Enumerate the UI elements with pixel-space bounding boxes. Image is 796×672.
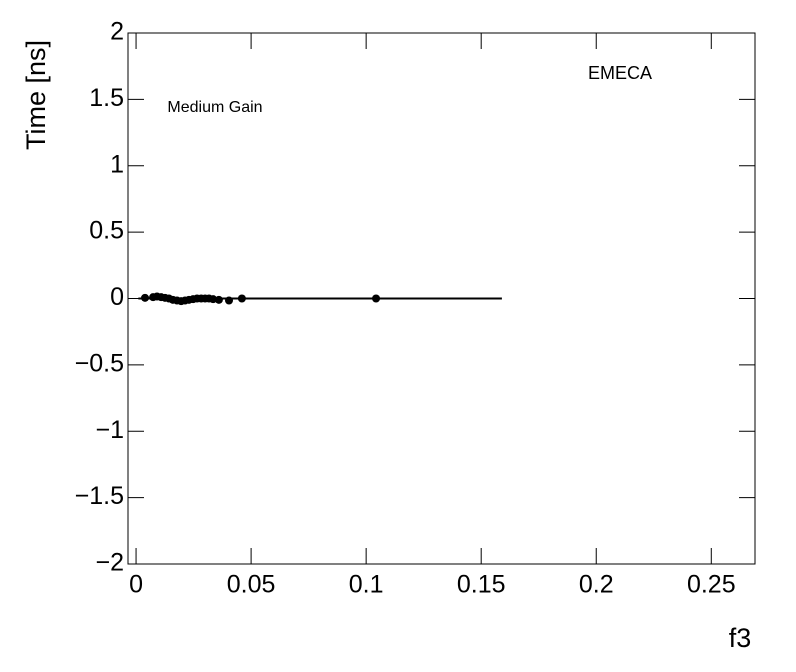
- data-point: [214, 295, 223, 304]
- y-tick-label: 2: [110, 18, 124, 46]
- y-tick-label: 1: [110, 150, 124, 178]
- y-tick-label: −1: [95, 416, 124, 444]
- x-tick-label: 0.1: [349, 571, 384, 599]
- x-axis-label: f3: [729, 623, 752, 653]
- data-point: [141, 293, 150, 302]
- x-tick-label: 0.25: [687, 571, 736, 599]
- y-tick-label: 0.5: [89, 217, 124, 245]
- annotation: EMECA: [588, 63, 652, 83]
- data-point: [372, 294, 381, 303]
- x-tick-label: 0.2: [579, 571, 614, 599]
- data-point: [225, 296, 234, 305]
- annotation: Medium Gain: [167, 99, 262, 116]
- y-axis-label: Time [ns]: [21, 40, 51, 150]
- y-tick-label: 0: [110, 283, 124, 311]
- y-tick-label: −1.5: [75, 482, 124, 510]
- x-tick-label: 0.05: [227, 571, 276, 599]
- y-tick-label: −0.5: [75, 349, 124, 377]
- data-point: [237, 294, 246, 303]
- y-tick-label: −2: [95, 549, 124, 577]
- y-tick-label: 1.5: [89, 84, 124, 112]
- x-tick-label: 0: [129, 571, 143, 599]
- x-tick-label: 0.15: [457, 571, 506, 599]
